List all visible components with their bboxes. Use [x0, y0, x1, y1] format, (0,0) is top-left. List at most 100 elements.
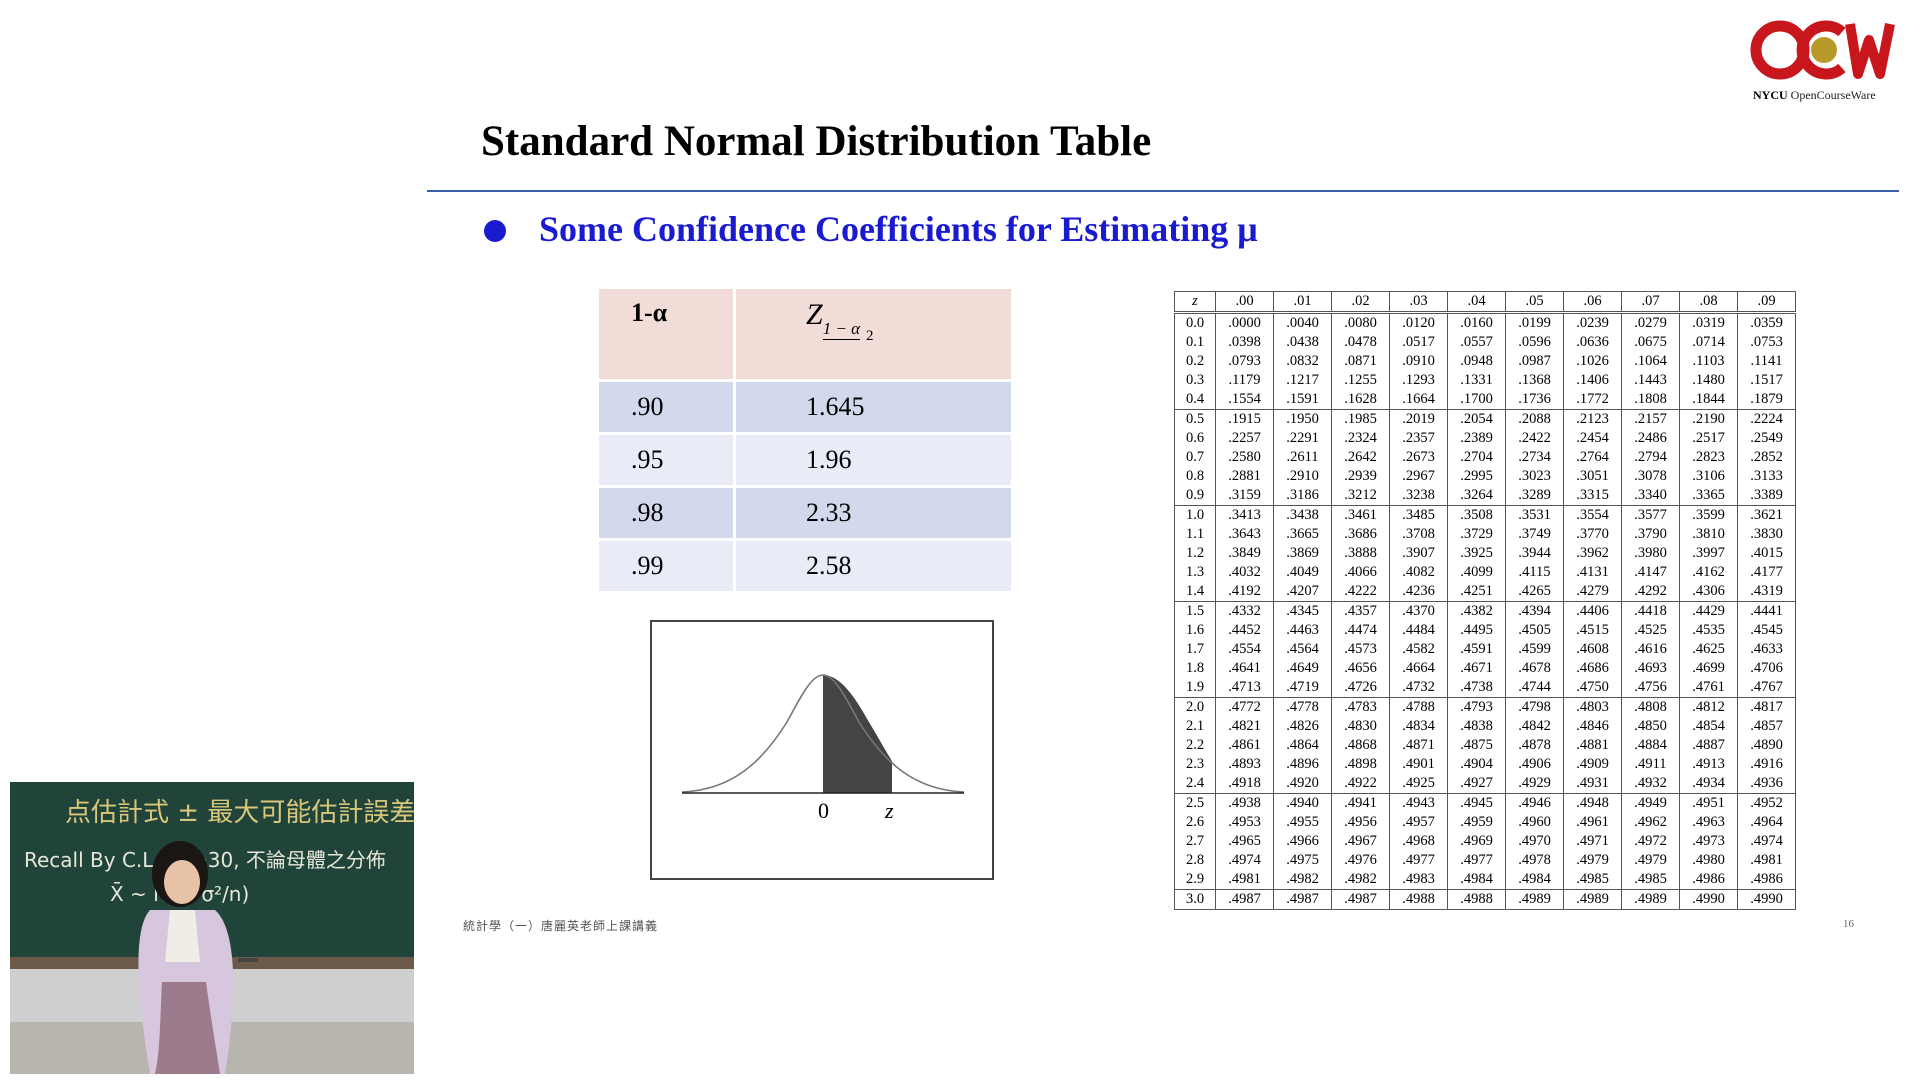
z-table-cell: .4332 [1215, 601, 1274, 621]
z-table-cell: .3365 [1679, 486, 1738, 506]
z-table-cell: .4082 [1389, 563, 1448, 582]
z-table-cell: .3980 [1621, 544, 1680, 563]
z-table-cell: .1026 [1563, 352, 1622, 371]
z-table-cell: .4946 [1505, 793, 1564, 813]
z-table-cell: .4949 [1621, 793, 1680, 813]
z-table-row: 3.0.4987.4987.4987.4988.4988.4989.4989.4… [1174, 889, 1796, 910]
z-table-cell: .4505 [1505, 621, 1564, 640]
z-table-cell: .2291 [1273, 429, 1332, 448]
z-row-label: 1.5 [1174, 601, 1216, 621]
z-table-cell: .2357 [1389, 429, 1448, 448]
z-table-row: 1.8.4641.4649.4656.4664.4671.4678.4686.4… [1174, 659, 1796, 678]
z-table-header: .05 [1505, 291, 1564, 314]
z-table-cell: .1480 [1679, 371, 1738, 390]
z-table-cell: .1808 [1621, 390, 1680, 410]
z-table-cell: .4956 [1331, 813, 1390, 832]
z-table-cell: .3461 [1331, 505, 1390, 525]
z-table-cell: .4896 [1273, 755, 1332, 774]
z-table-cell: .4972 [1621, 832, 1680, 851]
z-table-cell: .4279 [1563, 582, 1622, 602]
z-table-cell: .4981 [1215, 870, 1274, 890]
z-table-row: 2.8.4974.4975.4976.4977.4977.4978.4979.4… [1174, 851, 1796, 870]
z-table-cell: .4656 [1331, 659, 1390, 678]
z-table-cell: .4049 [1273, 563, 1332, 582]
z-table-cell: .3621 [1737, 505, 1796, 525]
z-subscript: 1 − α [822, 319, 861, 340]
z-table-cell: .0438 [1273, 333, 1332, 352]
z-table-cell: .2995 [1447, 467, 1506, 486]
z-table-cell: .4878 [1505, 736, 1564, 755]
z-table-cell: .3686 [1331, 525, 1390, 544]
z-table-row: 2.2.4861.4864.4868.4871.4875.4878.4881.4… [1174, 736, 1796, 755]
z-table-cell: .4918 [1215, 774, 1274, 794]
z-table-cell: .2704 [1447, 448, 1506, 467]
z-row-label: 0.2 [1174, 352, 1216, 371]
z-table-cell: .0120 [1389, 312, 1448, 333]
z-table-cell: .4699 [1679, 659, 1738, 678]
z-table-cell: .4147 [1621, 563, 1680, 582]
z-table-cell: .4864 [1273, 736, 1332, 755]
z-table-cell: .4713 [1215, 678, 1274, 698]
z-table-cell: .4131 [1563, 563, 1622, 582]
z-table-cell: .1700 [1447, 390, 1506, 410]
z-table-header: .07 [1621, 291, 1680, 314]
page-number: 16 [1843, 918, 1854, 930]
z-table-row: 2.1.4821.4826.4830.4834.4838.4842.4846.4… [1174, 717, 1796, 736]
z-table-cell: .4192 [1215, 582, 1274, 602]
z-table-cell: .4990 [1737, 889, 1796, 910]
z-table-cell: .4961 [1563, 813, 1622, 832]
z-table-cell: .4962 [1621, 813, 1680, 832]
z-table-cell: .4973 [1679, 832, 1738, 851]
z-table-cell: .4633 [1737, 640, 1796, 659]
z-table-cell: .2580 [1215, 448, 1274, 467]
z-row-label: 0.1 [1174, 333, 1216, 352]
z-table-cell: .4162 [1679, 563, 1738, 582]
z-table-cell: .0871 [1331, 352, 1390, 371]
confidence-level: .98 [599, 488, 736, 541]
z-table-cell: .3790 [1621, 525, 1680, 544]
z-table-cell: .4969 [1447, 832, 1506, 851]
z-value: 2.58 [736, 541, 1011, 594]
z-row-label: 1.9 [1174, 678, 1216, 698]
table-row: .98 2.33 [599, 488, 1011, 541]
z-table-cell: .1844 [1679, 390, 1738, 410]
z-table-header-row: z .00 .01 .02 .03 .04 .05 .06 .07 .08 .0… [1174, 291, 1796, 314]
z-table-cell: .3485 [1389, 505, 1448, 525]
z-table-cell: .4826 [1273, 717, 1332, 736]
z-table-cell: .4726 [1331, 678, 1390, 698]
confidence-level: .95 [599, 435, 736, 488]
z-table-cell: .2517 [1679, 429, 1738, 448]
table-header-row: 1-α Z1 − α 2 [599, 289, 1011, 382]
z-table-cell: .4977 [1389, 851, 1448, 870]
z-table-cell: .1293 [1389, 371, 1448, 390]
z-table-cell: .4881 [1563, 736, 1622, 755]
confidence-level: .99 [599, 541, 736, 594]
z-table-cell: .4821 [1215, 717, 1274, 736]
z-table-cell: .3413 [1215, 505, 1274, 525]
z-table-cell: .4495 [1447, 621, 1506, 640]
z-table-cell: .1664 [1389, 390, 1448, 410]
z-table-row: 0.4.1554.1591.1628.1664.1700.1736.1772.1… [1174, 390, 1796, 410]
z-table-cell: .2881 [1215, 467, 1274, 486]
z-table-cell: .3643 [1215, 525, 1274, 544]
normal-curve-svg: 0 z [681, 674, 965, 823]
z-table-row: 2.6.4953.4955.4956.4957.4959.4960.4961.4… [1174, 813, 1796, 832]
header-confidence-level: 1-α [599, 289, 736, 382]
z-table-cell: .4931 [1563, 774, 1622, 794]
z-table-cell: .4989 [1621, 889, 1680, 910]
z-row-label: 0.7 [1174, 448, 1216, 467]
z-table-cell: .2673 [1389, 448, 1448, 467]
z-table-cell: .4925 [1389, 774, 1448, 794]
z-table-cell: .1915 [1215, 409, 1274, 429]
z-table-cell: .1406 [1563, 371, 1622, 390]
z-table-cell: .2054 [1447, 409, 1506, 429]
z-table-cell: .0832 [1273, 352, 1332, 371]
z-table-cell: .0557 [1447, 333, 1506, 352]
z-table-cell: .2389 [1447, 429, 1506, 448]
z-table-cell: .4846 [1563, 717, 1622, 736]
z-table-cell: .4515 [1563, 621, 1622, 640]
z-table-header: .01 [1273, 291, 1332, 314]
z-table-cell: .3962 [1563, 544, 1622, 563]
z-table-cell: .0398 [1215, 333, 1274, 352]
z-table-cell: .4066 [1331, 563, 1390, 582]
